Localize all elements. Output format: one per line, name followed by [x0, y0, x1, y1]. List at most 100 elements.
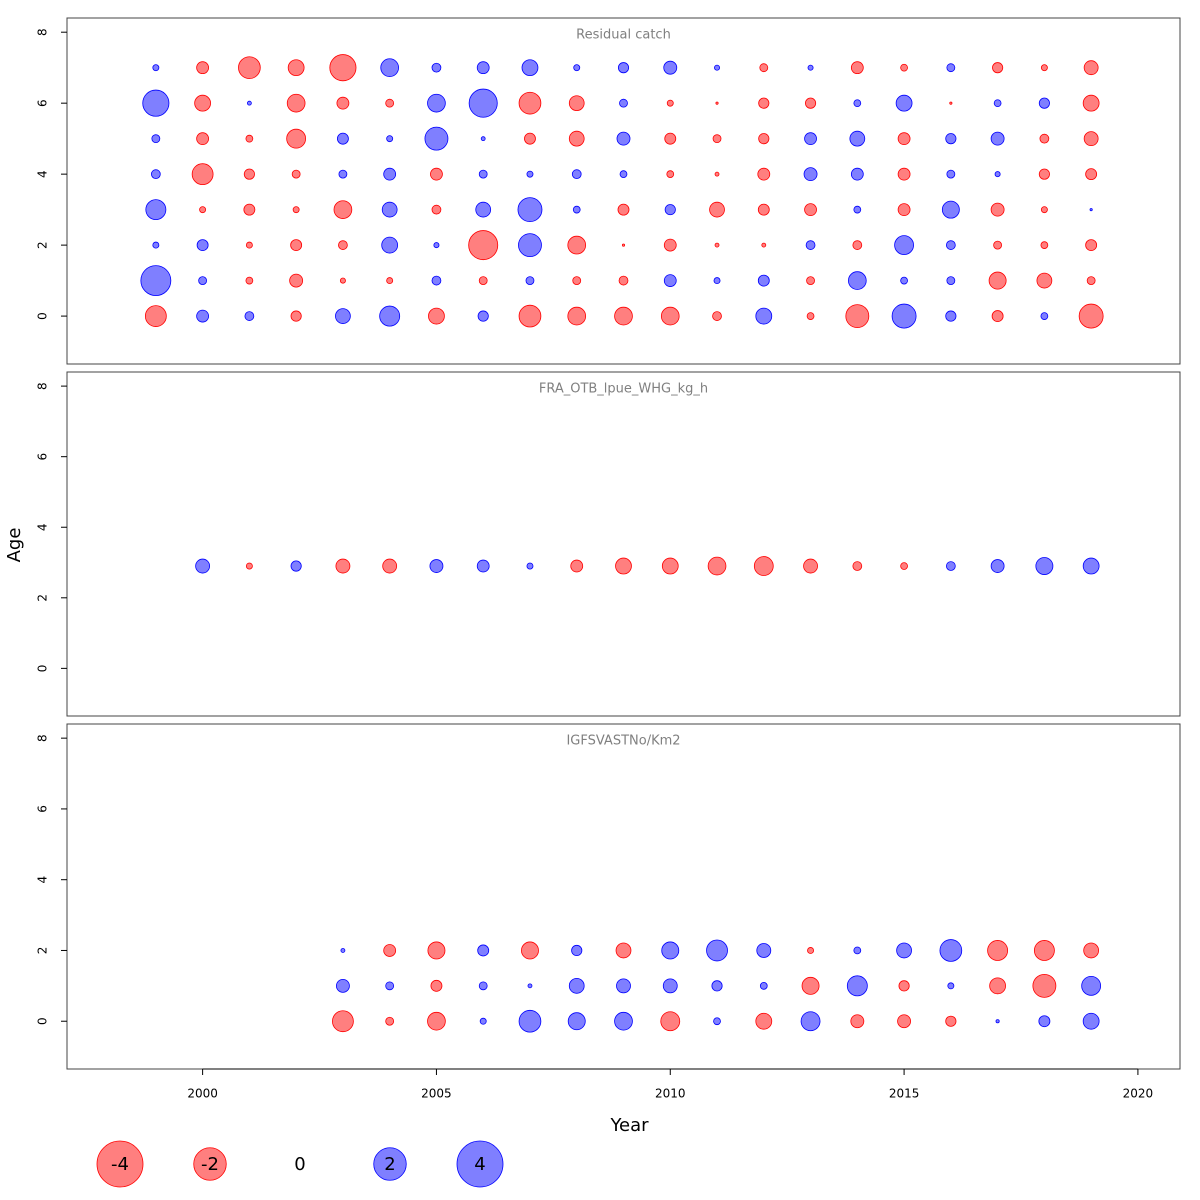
bubble: [518, 1009, 542, 1033]
bubble: [290, 560, 302, 572]
bubble: [292, 206, 300, 214]
bubble: [381, 201, 398, 218]
bubble: [845, 304, 870, 328]
bubble: [1085, 168, 1098, 181]
bubble: [431, 204, 442, 215]
bubble: [386, 277, 394, 285]
bubble: [945, 133, 957, 145]
bubble: [196, 132, 209, 146]
bubble: [1082, 1012, 1100, 1030]
bubble: [755, 307, 773, 325]
bubble: [433, 242, 440, 249]
bubble: [804, 203, 817, 217]
bubble: [289, 273, 304, 288]
bubble: [570, 559, 584, 573]
bubble: [518, 233, 542, 258]
bubble: [991, 310, 1004, 323]
bubble: [800, 1011, 821, 1032]
bubble: [995, 1019, 1000, 1024]
x-tick-label: 2000: [187, 1087, 218, 1101]
bubble: [660, 306, 680, 326]
bubble: [759, 63, 769, 73]
bubble: [715, 101, 719, 105]
bubble: [521, 59, 539, 77]
bubble: [806, 312, 815, 320]
bubble: [990, 131, 1005, 146]
bubble: [286, 128, 307, 149]
bubble: [336, 96, 350, 110]
bubble: [805, 97, 817, 109]
bubble: [1085, 239, 1098, 252]
y-tick-label: 8: [36, 734, 50, 742]
bubble: [803, 558, 818, 574]
bubble: [380, 58, 399, 77]
bubble: [615, 557, 632, 575]
bubble: [852, 240, 863, 250]
x-tick-label: 2015: [889, 1087, 920, 1101]
bubble: [949, 101, 953, 105]
bubble: [945, 1015, 957, 1027]
bubble: [478, 981, 488, 991]
y-tick-label: 8: [36, 382, 50, 390]
y-tick-label: 0: [36, 665, 50, 673]
bubble: [706, 939, 728, 962]
bubble: [291, 169, 301, 179]
bubble: [571, 169, 582, 179]
bubble: [191, 163, 214, 186]
bubble: [709, 201, 725, 218]
bubble: [1039, 133, 1050, 144]
y-tick-label: 2: [36, 241, 50, 249]
bubble: [195, 558, 211, 574]
bubble: [945, 240, 956, 250]
bubble: [661, 557, 679, 575]
bubble: [145, 199, 167, 221]
bubble: [712, 134, 722, 144]
legend-label: -2: [201, 1154, 219, 1175]
panel-title: IGFSVASTNo/Km2: [566, 734, 680, 749]
bubble: [894, 235, 914, 256]
legend-label: 0: [294, 1154, 305, 1175]
bubble: [1040, 206, 1048, 214]
bubble: [567, 1012, 586, 1031]
bubble: [1083, 942, 1099, 959]
bubble: [807, 947, 815, 954]
bubble: [1082, 557, 1100, 575]
bubble: [1083, 131, 1099, 147]
bubble: [152, 241, 160, 249]
bubble: [427, 1011, 446, 1031]
bubble: [853, 946, 862, 955]
bubble: [712, 311, 722, 321]
bubble: [568, 130, 585, 147]
bubble: [332, 1010, 354, 1033]
bubble: [1086, 276, 1096, 285]
legend-bubble: [96, 1140, 144, 1188]
bubble: [333, 200, 353, 219]
bubble: [897, 167, 911, 181]
bubble: [806, 276, 815, 285]
x-axis-label: Year: [609, 1115, 649, 1136]
bubble: [666, 170, 675, 178]
panel-title: FRA_OTB_lpue_WHG_kg_h: [539, 382, 708, 397]
bubble: [286, 93, 306, 113]
bubble: [617, 203, 630, 216]
legend-label: 4: [474, 1154, 485, 1175]
bubble: [340, 948, 346, 953]
bubble: [989, 977, 1006, 995]
bubble: [427, 941, 446, 960]
bubble: [572, 205, 581, 214]
y-tick-label: 8: [36, 28, 50, 36]
bubble: [616, 131, 631, 146]
bubble: [615, 942, 632, 959]
bubble: [287, 59, 305, 77]
bubble: [852, 561, 863, 571]
bubble: [758, 97, 770, 109]
x-tick-label: 2005: [421, 1087, 452, 1101]
bubble: [386, 135, 394, 143]
bubble: [336, 132, 349, 145]
bubble: [245, 562, 253, 570]
bubble: [385, 98, 395, 108]
bubble: [945, 561, 956, 571]
bubble: [1040, 64, 1048, 72]
bubble: [245, 241, 253, 249]
bubble: [621, 243, 626, 247]
